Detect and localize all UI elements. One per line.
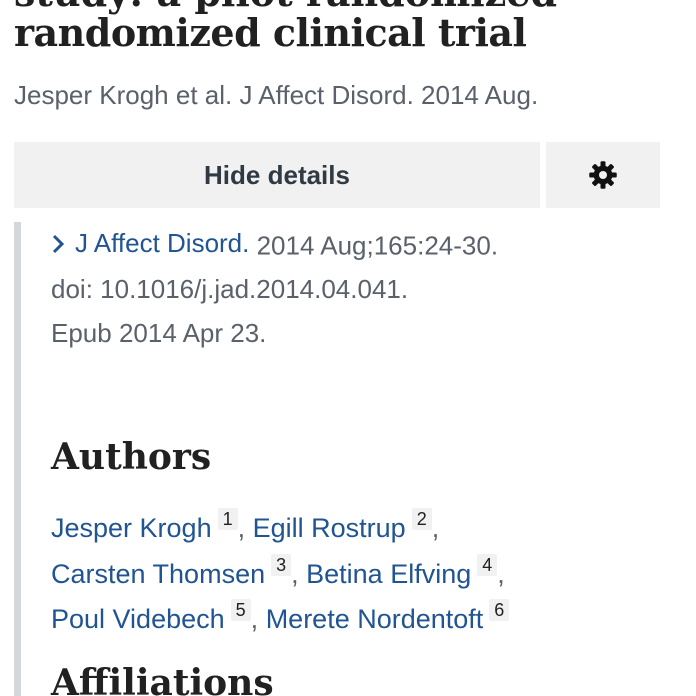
gear-icon [589,161,617,189]
article-title: randomized clinical trial [14,10,527,55]
chevron-right-icon [52,234,65,253]
affiliation-badge[interactable]: 2 [411,508,432,530]
affiliation-badge[interactable]: 1 [217,508,238,530]
article-title-previous-line: study: a pilot randomized [14,0,557,15]
author-link[interactable]: Poul Videbech [51,604,225,634]
journal-link[interactable]: J Affect Disord. [51,228,249,259]
affiliations-heading: Affiliations [51,662,274,696]
journal-issue: 2014 Aug;165:24-30. [249,230,499,261]
affiliation-badge[interactable]: 4 [477,554,498,576]
author-link[interactable]: Merete Nordentoft [265,604,484,634]
author-line: Carsten Thomsen 3, Betina Elfving 4, [51,554,505,589]
hide-details-label: Hide details [204,159,350,190]
affiliation-badge[interactable]: 5 [230,599,251,621]
journal-citation: J Affect Disord. 2014 Aug;165:24-30. [51,228,498,262]
author-link[interactable]: Betina Elfving [306,559,472,589]
affiliation-badge[interactable]: 6 [489,599,510,621]
author-line: Jesper Krogh 1, Egill Rostrup 2, [51,508,440,543]
affiliation-badge[interactable]: 3 [271,554,292,576]
doi: doi: 10.1016/j.jad.2014.04.041. [51,274,409,304]
author-link[interactable]: Jesper Krogh [51,513,212,543]
details-panel: J Affect Disord. 2014 Aug;165:24-30. doi… [14,222,681,696]
author-link[interactable]: Egill Rostrup [252,513,406,543]
author-line: Poul Videbech 5, Merete Nordentoft 6 [51,599,510,635]
hide-details-button[interactable]: Hide details [14,142,540,208]
settings-button[interactable] [546,142,660,208]
journal-link-label: J Affect Disord. [75,228,250,258]
epub-date: Epub 2014 Apr 23. [51,318,267,348]
citation-short: Jesper Krogh et al. J Affect Disord. 201… [14,80,539,110]
authors-heading: Authors [51,436,212,478]
author-link[interactable]: Carsten Thomsen [51,559,266,589]
